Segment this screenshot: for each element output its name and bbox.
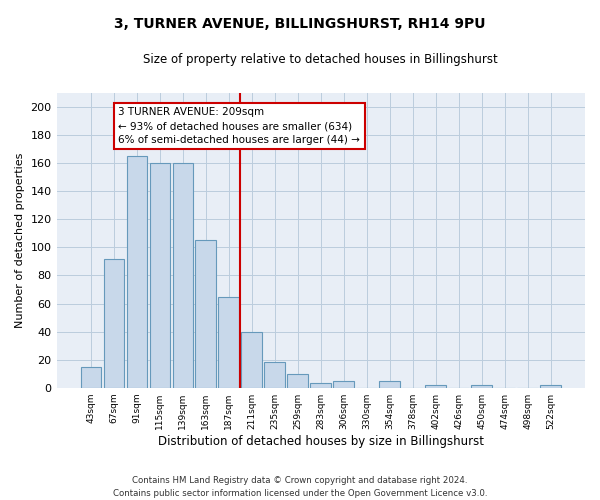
Bar	[379, 380, 400, 388]
Bar	[265, 362, 285, 388]
Bar	[334, 380, 354, 388]
Bar	[472, 385, 492, 388]
Bar	[104, 258, 124, 388]
Text: 3, TURNER AVENUE, BILLINGSHURST, RH14 9PU: 3, TURNER AVENUE, BILLINGSHURST, RH14 9P…	[114, 18, 486, 32]
Bar	[425, 385, 446, 388]
Bar	[149, 163, 170, 388]
Text: Contains HM Land Registry data © Crown copyright and database right 2024.
Contai: Contains HM Land Registry data © Crown c…	[113, 476, 487, 498]
Title: Size of property relative to detached houses in Billingshurst: Size of property relative to detached ho…	[143, 52, 498, 66]
Bar	[173, 163, 193, 388]
Bar	[218, 296, 239, 388]
Bar	[196, 240, 216, 388]
Y-axis label: Number of detached properties: Number of detached properties	[15, 152, 25, 328]
X-axis label: Distribution of detached houses by size in Billingshurst: Distribution of detached houses by size …	[158, 434, 484, 448]
Bar	[310, 384, 331, 388]
Bar	[287, 374, 308, 388]
Text: 3 TURNER AVENUE: 209sqm
← 93% of detached houses are smaller (634)
6% of semi-de: 3 TURNER AVENUE: 209sqm ← 93% of detache…	[118, 107, 361, 145]
Bar	[127, 156, 147, 388]
Bar	[540, 385, 561, 388]
Bar	[241, 332, 262, 388]
Bar	[80, 366, 101, 388]
